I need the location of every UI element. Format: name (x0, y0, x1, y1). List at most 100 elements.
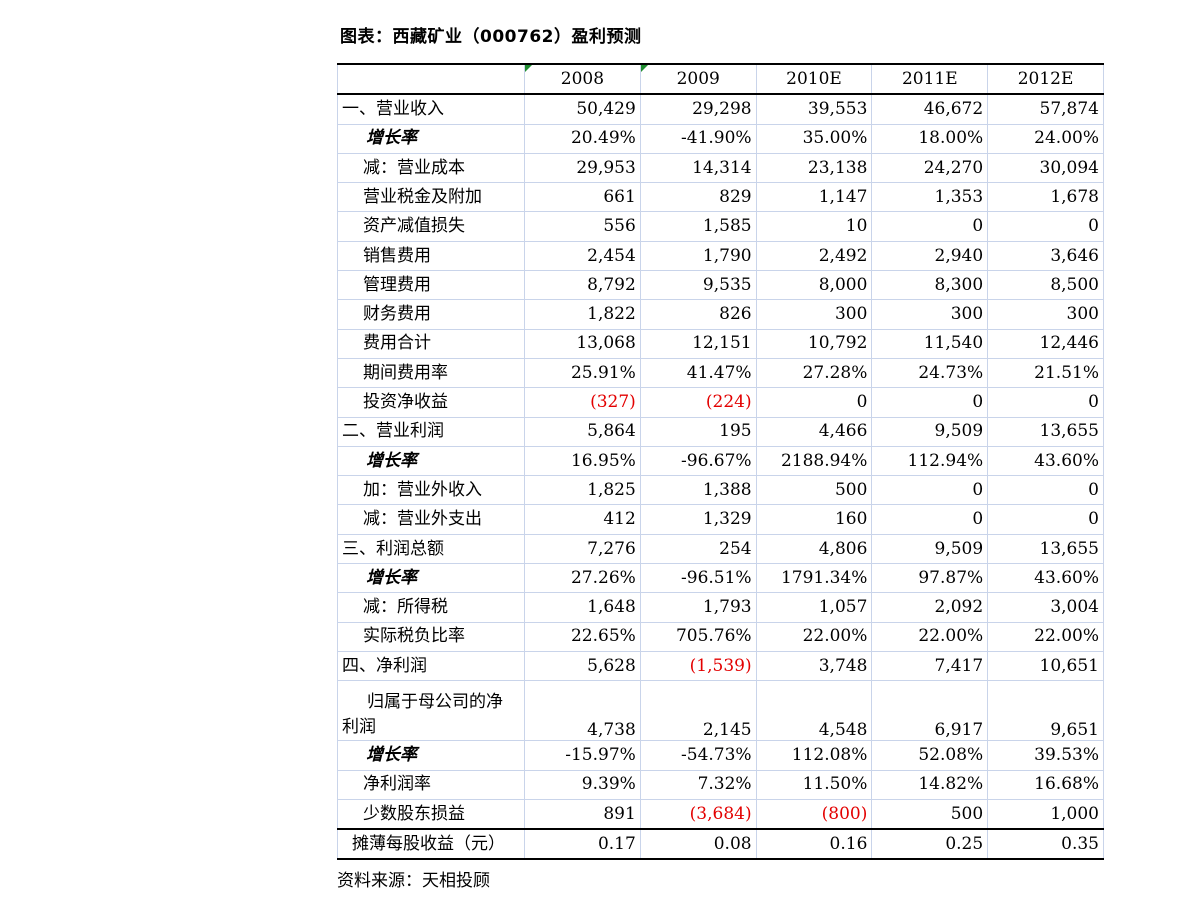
value-cell: 24.73% (871, 357, 989, 389)
value-cell: 27.28% (755, 357, 873, 389)
value-cell: 0.08 (639, 828, 757, 861)
header-row: 2008 2009 2010E 2011E 2012E (337, 62, 1104, 96)
value-cell: 7,276 (524, 533, 641, 565)
value-cell: 16.68% (987, 769, 1104, 800)
value-cell: 826 (639, 299, 757, 330)
value-cell: 2,092 (871, 592, 989, 623)
value-cell: 1,585 (639, 211, 757, 242)
value-cell: 0 (871, 475, 989, 506)
value-cell: 1,648 (524, 592, 641, 623)
table-row: 净利润率 9.39% 7.32% 11.50% 14.82% 16.68% (337, 769, 1104, 800)
row-label: 减：所得税 (337, 592, 525, 623)
value-cell: 1,000 (987, 798, 1104, 830)
table-row: 二、营业利润 5,864 195 4,466 9,509 13,655 (337, 416, 1104, 447)
value-cell: 5,864 (524, 416, 641, 447)
value-cell: 25.91% (524, 357, 641, 389)
value-cell: 0 (987, 387, 1104, 418)
row-label: 加：营业外收入 (337, 475, 525, 506)
value-cell: 12,446 (987, 328, 1104, 359)
row-label: 期间费用率 (337, 357, 525, 389)
value-cell: 500 (755, 475, 873, 506)
value-cell: 46,672 (871, 93, 989, 125)
value-cell: 1,388 (639, 475, 757, 506)
value-cell: 112.08% (755, 740, 873, 771)
row-label-line: 归属于母公司的净 (367, 691, 503, 712)
value-cell: 20.49% (524, 123, 641, 154)
table-body: 一、营业收入 50,429 29,298 39,553 46,672 57,874 增长率 2… (337, 93, 1104, 861)
value-cell: 3,646 (987, 240, 1104, 272)
value-cell: 0.35 (987, 828, 1104, 861)
value-cell: 2,145 (639, 680, 757, 742)
table-row: 财务费用 1,822 826 300 300 300 (337, 299, 1104, 330)
value-cell: 8,300 (871, 270, 989, 301)
value-cell: 112.94% (871, 445, 989, 477)
value-cell: 254 (639, 533, 757, 565)
table-row: 管理费用 8,792 9,535 8,000 8,300 8,500 (337, 270, 1104, 301)
value-cell: 0.16 (755, 828, 873, 861)
value-cell: 22.00% (987, 621, 1104, 652)
value-cell: 1,825 (524, 475, 641, 506)
value-cell: 705.76% (639, 621, 757, 652)
value-cell: 0 (755, 387, 873, 418)
value-cell: 35.00% (755, 123, 873, 154)
row-label: 销售费用 (337, 240, 525, 272)
table-row: 增长率 20.49% -41.90% 35.00% 18.00% 24.00% (337, 123, 1104, 154)
table-row: 费用合计 13,068 12,151 10,792 11,540 12,446 (337, 328, 1104, 359)
table-row: 归属于母公司的净 利润 4,738 2,145 4,548 6,917 9,651 (337, 680, 1104, 742)
value-cell: 22.00% (871, 621, 989, 652)
value-cell: 500 (871, 798, 989, 830)
value-cell: (1,539) (639, 650, 757, 682)
column-header: 2010E (755, 62, 873, 96)
value-cell: 7.32% (639, 769, 757, 800)
value-cell: 9,509 (871, 533, 989, 565)
table-row: 四、净利润 5,628 (1,539) 3,748 7,417 10,651 (337, 650, 1104, 682)
column-header: 2009 (639, 62, 757, 96)
row-label: 增长率 (337, 563, 525, 594)
value-cell: 22.00% (755, 621, 873, 652)
value-cell: 10 (755, 211, 873, 242)
value-cell: 39,553 (755, 93, 873, 125)
value-cell: 1791.34% (755, 563, 873, 594)
value-cell: 1,057 (755, 592, 873, 623)
row-label: 营业税金及附加 (337, 182, 525, 213)
value-cell: 9,509 (871, 416, 989, 447)
value-cell: 556 (524, 211, 641, 242)
value-cell: 4,738 (524, 680, 641, 742)
value-cell: 12,151 (639, 328, 757, 359)
row-label: 净利润率 (337, 769, 525, 800)
value-cell: 18.00% (871, 123, 989, 154)
row-label: 二、营业利润 (337, 416, 525, 447)
value-cell: -96.67% (639, 445, 757, 477)
value-cell: (3,684) (639, 798, 757, 830)
table-row: 少数股东损益 891 (3,684) (800) 500 1,000 (337, 798, 1104, 830)
header-corner-cell (337, 62, 525, 96)
value-cell: -41.90% (639, 123, 757, 154)
value-cell: 24,270 (871, 152, 989, 184)
value-cell: 2188.94% (755, 445, 873, 477)
value-cell: 1,147 (755, 182, 873, 213)
value-cell: -15.97% (524, 740, 641, 771)
value-cell: 14.82% (871, 769, 989, 800)
value-cell: 9,651 (987, 680, 1104, 742)
value-cell: (800) (755, 798, 873, 830)
value-cell: 9,535 (639, 270, 757, 301)
value-cell: -96.51% (639, 563, 757, 594)
value-cell: 891 (524, 798, 641, 830)
row-label: 投资净收益 (337, 387, 525, 418)
row-label-line: 利润 (342, 716, 376, 737)
table-row: 减：营业外支出 412 1,329 160 0 0 (337, 504, 1104, 535)
value-cell: 30,094 (987, 152, 1104, 184)
row-label: 实际税负比率 (337, 621, 525, 652)
value-cell: 29,298 (639, 93, 757, 125)
table-row: 一、营业收入 50,429 29,298 39,553 46,672 57,874 (337, 93, 1104, 125)
value-cell: 13,068 (524, 328, 641, 359)
value-cell: (224) (639, 387, 757, 418)
table-row: 投资净收益 (327) (224) 0 0 0 (337, 387, 1104, 418)
row-label: 增长率 (337, 123, 525, 154)
value-cell: 7,417 (871, 650, 989, 682)
value-cell: 300 (871, 299, 989, 330)
value-cell: 4,466 (755, 416, 873, 447)
value-cell: 661 (524, 182, 641, 213)
table-row: 加：营业外收入 1,825 1,388 500 0 0 (337, 475, 1104, 506)
value-cell: -54.73% (639, 740, 757, 771)
